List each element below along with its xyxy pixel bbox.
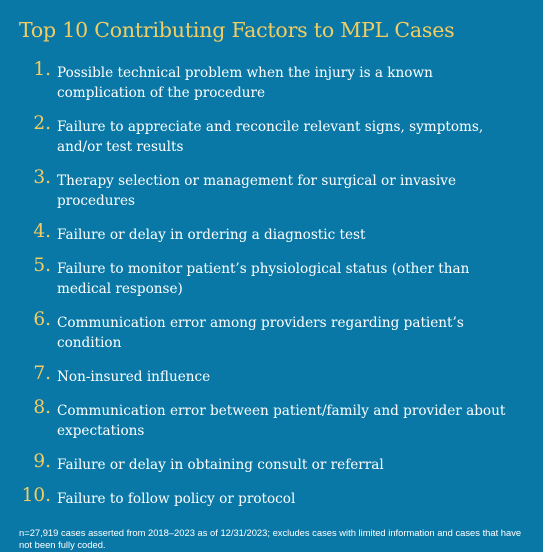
list-item: 4. Failure or delay in ordering a diagno…: [0, 221, 543, 245]
item-text: Failure to follow policy or protocol: [57, 491, 296, 507]
factors-list: 1. Possible technical problem when the i…: [0, 59, 543, 523]
item-number: 5.: [33, 255, 51, 276]
item-number: 10.: [21, 485, 51, 506]
item-number: 6.: [33, 309, 51, 330]
item-text: Possible technical problem when the inju…: [57, 65, 433, 101]
item-number: 8.: [33, 397, 51, 418]
list-item: 6. Communication error among providers r…: [0, 309, 543, 353]
footnote: n=27,919 cases asserted from 2018–2023 a…: [19, 527, 522, 550]
item-text: Failure to appreciate and reconcile rele…: [57, 119, 484, 155]
list-item: 8. Communication error between patient/f…: [0, 397, 543, 441]
list-item: 7. Non-insured influence: [0, 363, 543, 387]
list-item: 9. Failure or delay in obtaining consult…: [0, 451, 543, 475]
item-number: 2.: [33, 113, 51, 134]
item-text: Therapy selection or management for surg…: [57, 173, 456, 209]
item-text: Failure to monitor patient’s physiologic…: [57, 261, 470, 297]
item-number: 1.: [33, 59, 51, 80]
item-number: 7.: [33, 363, 51, 384]
item-number: 4.: [33, 221, 51, 242]
item-number: 9.: [33, 451, 51, 472]
item-text: Communication error between patient/fami…: [57, 403, 506, 439]
list-item: 3. Therapy selection or management for s…: [0, 167, 543, 211]
page-title: Top 10 Contributing Factors to MPL Cases: [19, 18, 455, 42]
list-item: 1. Possible technical problem when the i…: [0, 59, 543, 103]
item-text: Non-insured influence: [57, 369, 211, 385]
list-item: 5. Failure to monitor patient’s physiolo…: [0, 255, 543, 299]
list-item: 10. Failure to follow policy or protocol: [0, 485, 543, 509]
list-item: 2. Failure to appreciate and reconcile r…: [0, 113, 543, 157]
item-number: 3.: [33, 167, 51, 188]
item-text: Failure or delay in obtaining consult or…: [57, 457, 384, 473]
item-text: Communication error among providers rega…: [57, 315, 464, 351]
item-text: Failure or delay in ordering a diagnosti…: [57, 227, 366, 243]
